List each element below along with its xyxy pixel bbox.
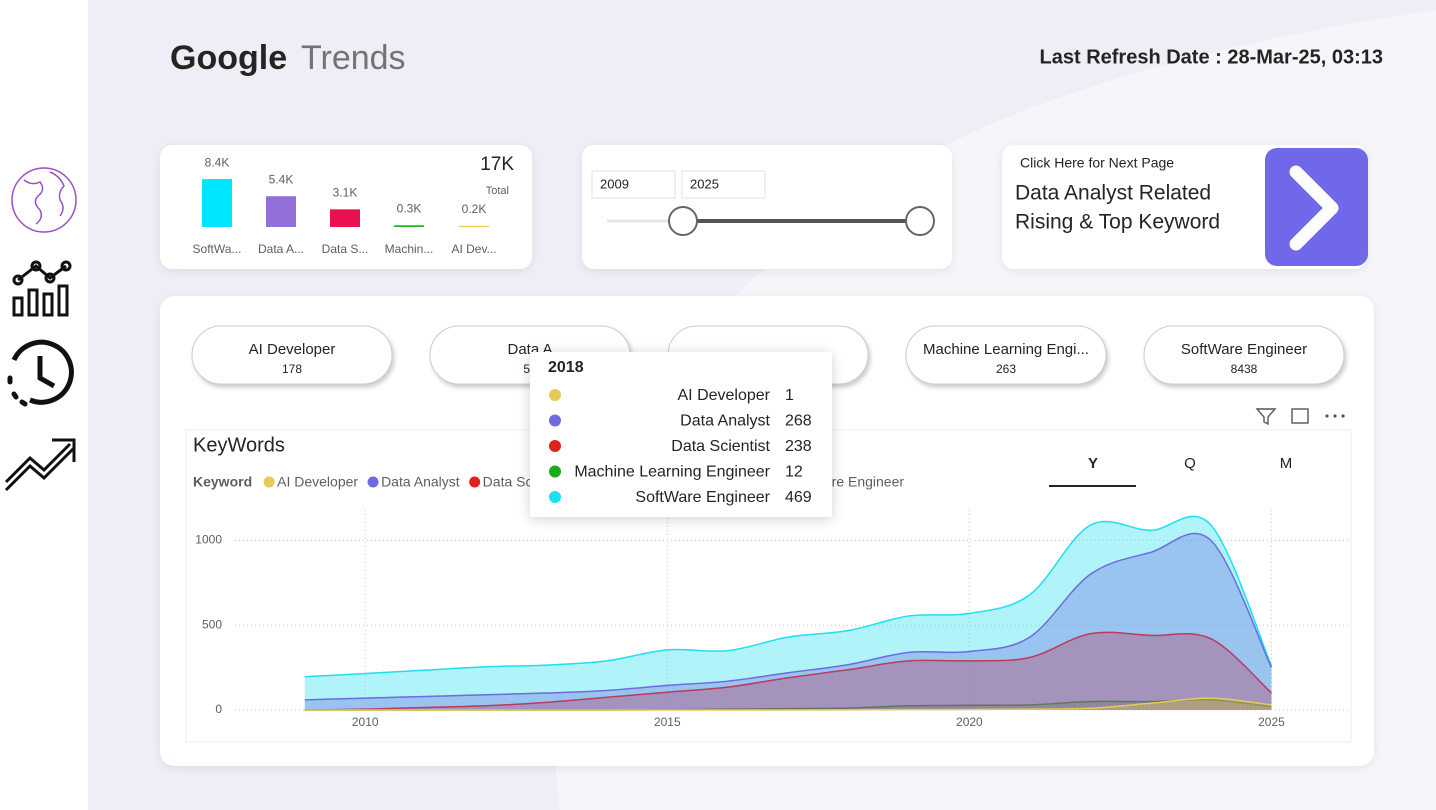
chart-title: KeyWords <box>193 434 285 456</box>
legend-title: Keyword <box>193 474 252 490</box>
x-tick-label: 2010 <box>352 715 379 729</box>
data-label: 0.2K <box>462 202 487 216</box>
bar <box>459 225 489 228</box>
tooltip-marker <box>549 465 561 478</box>
data-label: 5.4K <box>269 172 294 186</box>
nav-chart-icon[interactable] <box>12 260 72 317</box>
card-label: Machine Learning Engi... <box>923 341 1089 358</box>
slider-start-box[interactable] <box>591 170 676 199</box>
period-tab[interactable]: M <box>1280 455 1293 472</box>
data-label: 3.1K <box>333 186 358 200</box>
tooltip-name: Data Analyst <box>680 413 770 430</box>
y-tick-label: 0 <box>215 702 222 716</box>
kpi-caption: Total <box>486 185 509 197</box>
data-label: 0.3K <box>397 201 422 215</box>
x-tick-label: SoftWa... <box>193 242 242 256</box>
keyword-card[interactable] <box>905 325 1107 385</box>
slider-panel <box>582 145 952 269</box>
refresh-date: Last Refresh Date : 28-Mar-25, 03:13 <box>1040 46 1383 68</box>
tooltip-marker <box>549 389 561 401</box>
legend-label: Data Analyst <box>381 474 460 490</box>
card-value: 8438 <box>1231 362 1258 376</box>
legend-label: AI Developer <box>277 474 358 490</box>
y-tick-label: 1000 <box>195 533 222 547</box>
next-arrow <box>1289 165 1339 251</box>
area <box>304 699 1272 710</box>
slider-handle[interactable] <box>905 206 935 236</box>
tooltip-box <box>530 352 832 517</box>
line <box>304 532 1273 701</box>
nav-history-icon[interactable] <box>7 339 74 407</box>
tooltip-value: 469 <box>785 489 812 506</box>
tooltip-name: AI Developer <box>678 387 771 404</box>
legend-marker <box>367 476 379 488</box>
tooltip-value: 238 <box>785 438 812 455</box>
tooltip-value: 12 <box>785 464 803 481</box>
x-tick-label: Data A... <box>258 242 304 256</box>
more-icon[interactable] <box>1325 414 1345 418</box>
area <box>304 698 1272 710</box>
bar <box>202 179 232 227</box>
line <box>304 631 1272 711</box>
legend-marker <box>263 476 275 488</box>
area <box>304 516 1272 710</box>
tooltip-value: 1 <box>785 387 794 404</box>
next-page-line: Data Analyst Related <box>1015 182 1211 205</box>
page-title: Google <box>170 39 287 77</box>
legend-marker <box>469 476 481 488</box>
kpi-panel <box>160 145 532 269</box>
bar <box>266 196 296 227</box>
tooltip-name: Machine Learning Engineer <box>574 464 770 481</box>
slider-start: 2009 <box>600 176 629 191</box>
focus-icon[interactable] <box>1291 408 1309 424</box>
data-label: 8.4K <box>205 155 230 169</box>
tooltip-marker <box>549 440 561 452</box>
line <box>304 697 1272 711</box>
bar <box>394 225 424 227</box>
tooltip-title: 2018 <box>548 359 584 376</box>
period-tab[interactable]: Y <box>1088 455 1098 472</box>
area <box>304 533 1272 710</box>
bar <box>330 209 360 227</box>
area-chart: KeyWords 0 500 1000 2010 2015 2020 2025 Keyword A… <box>193 434 1350 729</box>
period-tab[interactable]: Q <box>1184 455 1196 472</box>
keyword-card[interactable] <box>191 325 393 385</box>
tooltip-name: Data Scientist <box>671 438 770 455</box>
card-label: SoftWare Engineer <box>1181 341 1307 358</box>
next-page-hint: Click Here for Next Page <box>1020 155 1174 171</box>
card-value: 263 <box>996 362 1016 376</box>
card-value: 178 <box>282 362 302 376</box>
x-tick-label: AI Dev... <box>451 242 496 256</box>
x-tick-label: Machin... <box>385 242 434 256</box>
keyword-card[interactable] <box>1143 325 1345 385</box>
x-tick-label: Data S... <box>322 242 369 256</box>
kpi-total: 17K <box>480 154 514 175</box>
tooltip-name: SoftWare Engineer <box>635 489 770 506</box>
line <box>304 515 1273 678</box>
x-tick-label: 2020 <box>956 715 983 729</box>
tooltip-value: 268 <box>785 413 812 430</box>
kpi-bar-chart: 8.4K SoftWa... 5.4K Data A... 3.1K Data S... 0… <box>193 154 515 256</box>
card-label: AI Developer <box>249 341 336 358</box>
area <box>304 632 1272 710</box>
nav-trend-icon[interactable] <box>4 438 76 492</box>
next-page-button[interactable] <box>1265 148 1368 266</box>
sidebar <box>0 0 88 810</box>
tooltip-marker <box>549 414 561 427</box>
next-page-line: Rising & Top Keyword <box>1015 211 1220 234</box>
y-tick-label: 500 <box>202 617 222 631</box>
filter-icon[interactable] <box>1255 408 1277 426</box>
visual-header <box>1255 408 1345 426</box>
slider-handle[interactable] <box>668 206 698 236</box>
x-tick-label: 2015 <box>654 715 681 729</box>
x-tick-label: 2025 <box>1258 715 1285 729</box>
tooltip: 2018 AI Developer 1 Data Analyst 268 Data Sci… <box>530 352 832 517</box>
nav-globe-icon[interactable] <box>11 167 77 233</box>
slider-end: 2025 <box>690 176 719 191</box>
slider-end-box[interactable] <box>681 170 766 199</box>
tooltip-marker <box>549 491 561 503</box>
page-subtitle: Trends <box>301 39 406 77</box>
